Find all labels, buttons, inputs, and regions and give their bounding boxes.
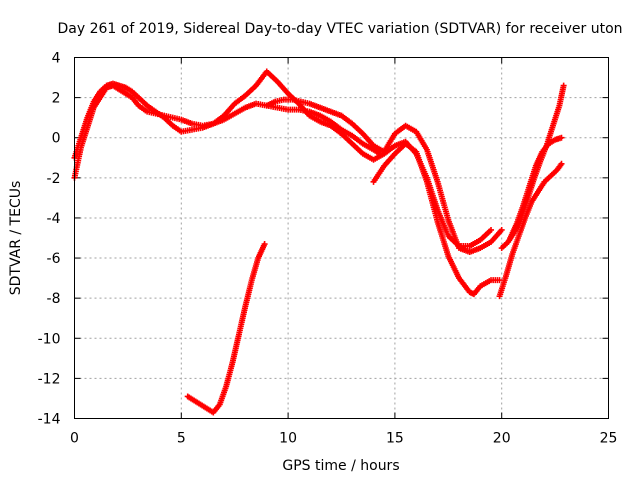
series-arc-3 — [263, 96, 505, 256]
data-points — [71, 68, 567, 416]
data-point — [558, 134, 565, 141]
y-tick-label: 4 — [52, 51, 61, 67]
x-axis-label: GPS time / hours — [282, 458, 399, 474]
y-tick-label: -10 — [38, 331, 61, 347]
y-tick-label: -4 — [47, 211, 61, 227]
y-tick-label: -12 — [38, 371, 61, 387]
series-arc-2 — [71, 68, 495, 250]
x-tick-label: 10 — [279, 431, 297, 447]
x-tick-label: 5 — [177, 431, 186, 447]
grid — [74, 57, 609, 419]
data-point — [558, 160, 565, 167]
plot-frame — [74, 57, 609, 419]
x-tick-labels: 0 5 10 15 20 25 — [70, 431, 617, 447]
data-point — [498, 226, 505, 233]
chart-title: Day 261 of 2019, Sidereal Day-to-day VTE… — [57, 21, 622, 37]
y-tick-label: 2 — [52, 91, 61, 107]
series-arc-8 — [184, 241, 268, 416]
data-point — [560, 82, 567, 89]
data-point — [496, 277, 503, 284]
y-tick-label: -8 — [47, 291, 61, 307]
series-arc-7 — [507, 134, 565, 241]
x-tick-label: 15 — [386, 431, 404, 447]
data-point — [488, 226, 495, 233]
series-arc-4 — [370, 140, 503, 298]
y-tick-label: -2 — [47, 171, 61, 187]
data-point — [261, 241, 268, 248]
x-tick-label: 20 — [493, 431, 511, 447]
y-tick-label: -6 — [47, 251, 61, 267]
y-axis-label: SDTVAR / TECUs — [8, 181, 24, 296]
y-tick-label: -14 — [38, 412, 61, 428]
x-tick-label: 0 — [70, 431, 79, 447]
y-tick-labels: -14 -12 -10 -8 -6 -4 -2 0 2 4 — [38, 51, 61, 428]
x-tick-label: 25 — [600, 431, 618, 447]
y-tick-label: 0 — [52, 131, 61, 147]
series-arc-5 — [496, 160, 565, 300]
